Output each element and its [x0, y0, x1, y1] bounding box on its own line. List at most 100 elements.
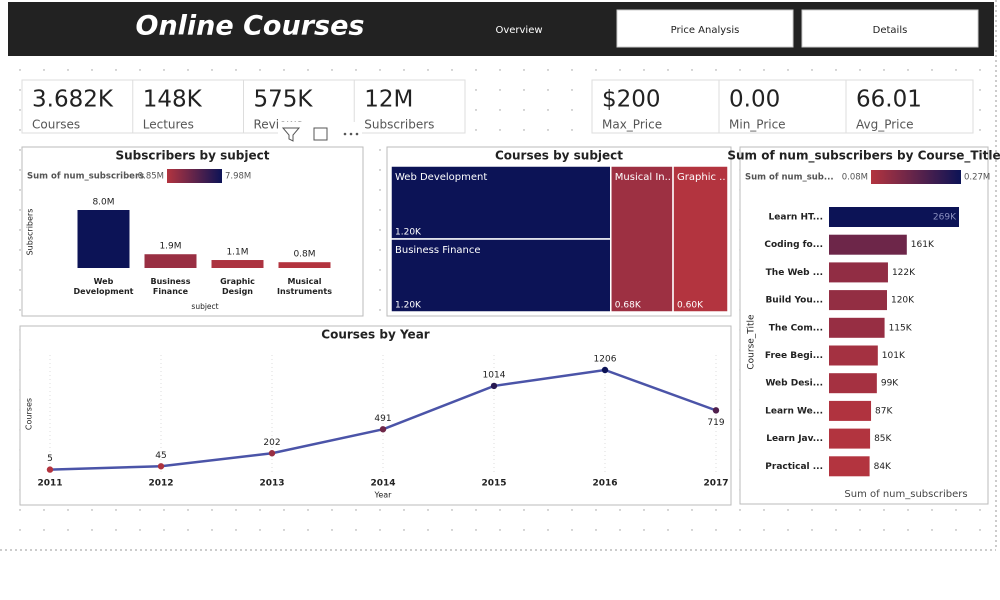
canvas-grid-dot [571, 509, 573, 511]
point [490, 382, 498, 390]
canvas-grid-dot [571, 69, 573, 71]
canvas-grid-dot [67, 69, 69, 71]
canvas-grid-dot [979, 69, 981, 71]
canvas-grid-dot [859, 529, 861, 531]
point [601, 366, 609, 374]
canvas-grid-dot [643, 529, 645, 531]
data-label: 202 [263, 438, 280, 448]
nav-button[interactable]: Price Analysis [671, 25, 740, 36]
kpi-label: Min_Price [729, 118, 786, 132]
canvas-grid-dot [163, 69, 165, 71]
canvas-grid-dot [547, 89, 549, 91]
canvas-grid-dot [619, 69, 621, 71]
chart-title: Sum of num_subscribers by Course_Title [727, 149, 1000, 164]
canvas-grid-dot [811, 529, 813, 531]
canvas-grid-dot [211, 529, 213, 531]
canvas-grid-dot [19, 189, 21, 191]
canvas-grid-dot [955, 69, 957, 71]
bar [829, 234, 907, 255]
x-tick-label: 2013 [259, 479, 284, 489]
canvas-grid-dot [907, 509, 909, 511]
canvas-grid-dot [379, 509, 381, 511]
y-tick-label: The Web ... [766, 268, 823, 278]
canvas-grid-dot [19, 209, 21, 211]
treemap-tile [672, 165, 729, 313]
focus-icon[interactable] [313, 127, 328, 141]
x-tick-label: Web Development [73, 277, 134, 296]
filter-icon[interactable] [281, 127, 301, 142]
canvas-grid-dot [355, 69, 357, 71]
canvas-grid-dot [451, 529, 453, 531]
canvas-grid-dot [187, 509, 189, 511]
canvas-grid-dot [139, 509, 141, 511]
y-axis-label: Courses [25, 398, 34, 430]
canvas-grid-dot [115, 529, 117, 531]
canvas-grid-dot [691, 509, 693, 511]
canvas-grid-dot [643, 509, 645, 511]
canvas-grid-dot [643, 69, 645, 71]
canvas-grid-dot [547, 529, 549, 531]
canvas-grid-dot [499, 129, 501, 131]
point [379, 426, 387, 433]
canvas-grid-dot [19, 129, 21, 131]
icon-bg [278, 122, 362, 144]
more-icon[interactable] [355, 132, 359, 136]
bar [829, 345, 878, 366]
chart-title: Subscribers by subject [116, 149, 270, 163]
canvas-grid-dot [379, 149, 381, 151]
data-label: 1.1M [226, 248, 248, 258]
nav-button[interactable]: Details [873, 25, 908, 36]
canvas-grid-dot [739, 529, 741, 531]
nav-button[interactable]: Overview [495, 25, 542, 36]
data-label: 122K [892, 268, 916, 278]
x-tick-label: Graphic Design [220, 277, 255, 296]
legend-title: Sum of num_subscribers [27, 172, 144, 182]
canvas-grid-dot [547, 509, 549, 511]
canvas-grid-dot [211, 509, 213, 511]
treemap-tile [390, 238, 612, 313]
kpi-label: Courses [32, 118, 80, 132]
canvas-grid-dot [187, 529, 189, 531]
visual-panel [19, 325, 732, 506]
more-icon[interactable] [343, 132, 347, 136]
canvas-grid-dot [283, 529, 285, 531]
canvas-grid-dot [691, 529, 693, 531]
canvas-grid-dot [979, 509, 981, 511]
legend-min: 0.85M [138, 172, 164, 182]
legend-min: 0.08M [842, 173, 868, 183]
canvas-grid-dot [427, 509, 429, 511]
canvas-grid-dot [259, 529, 261, 531]
visual-header-icons [278, 122, 362, 144]
point [157, 463, 165, 470]
data-label: 85K [874, 434, 892, 444]
bar [829, 317, 885, 338]
canvas-grid-dot [403, 509, 405, 511]
tile-label: Graphic ... [677, 172, 729, 183]
kpi-card [591, 79, 974, 134]
x-axis-label: Sum of num_subscribers [844, 489, 967, 500]
canvas-grid-dot [883, 529, 885, 531]
canvas-grid-dot [979, 89, 981, 91]
canvas-grid-dot [859, 69, 861, 71]
more-icon[interactable] [349, 132, 353, 136]
nav-button-box[interactable] [801, 9, 979, 48]
kpi-label: Subscribers [364, 118, 434, 132]
canvas-grid-dot [979, 109, 981, 111]
y-tick-label: Build You... [765, 296, 823, 306]
canvas-grid-dot [667, 509, 669, 511]
bar [278, 262, 331, 268]
canvas-grid-dot [19, 309, 21, 311]
x-tick-label: 2017 [703, 479, 728, 489]
canvas-grid-dot [907, 529, 909, 531]
canvas-grid-dot [379, 529, 381, 531]
canvas-grid-dot [91, 529, 93, 531]
canvas-grid-dot [523, 529, 525, 531]
point [268, 450, 276, 457]
nav-button-box[interactable] [616, 9, 794, 48]
canvas-grid-dot [571, 529, 573, 531]
canvas-grid-dot [19, 109, 21, 111]
data-label: 45 [155, 451, 166, 461]
canvas-grid-dot [235, 509, 237, 511]
canvas-grid-dot [979, 529, 981, 531]
